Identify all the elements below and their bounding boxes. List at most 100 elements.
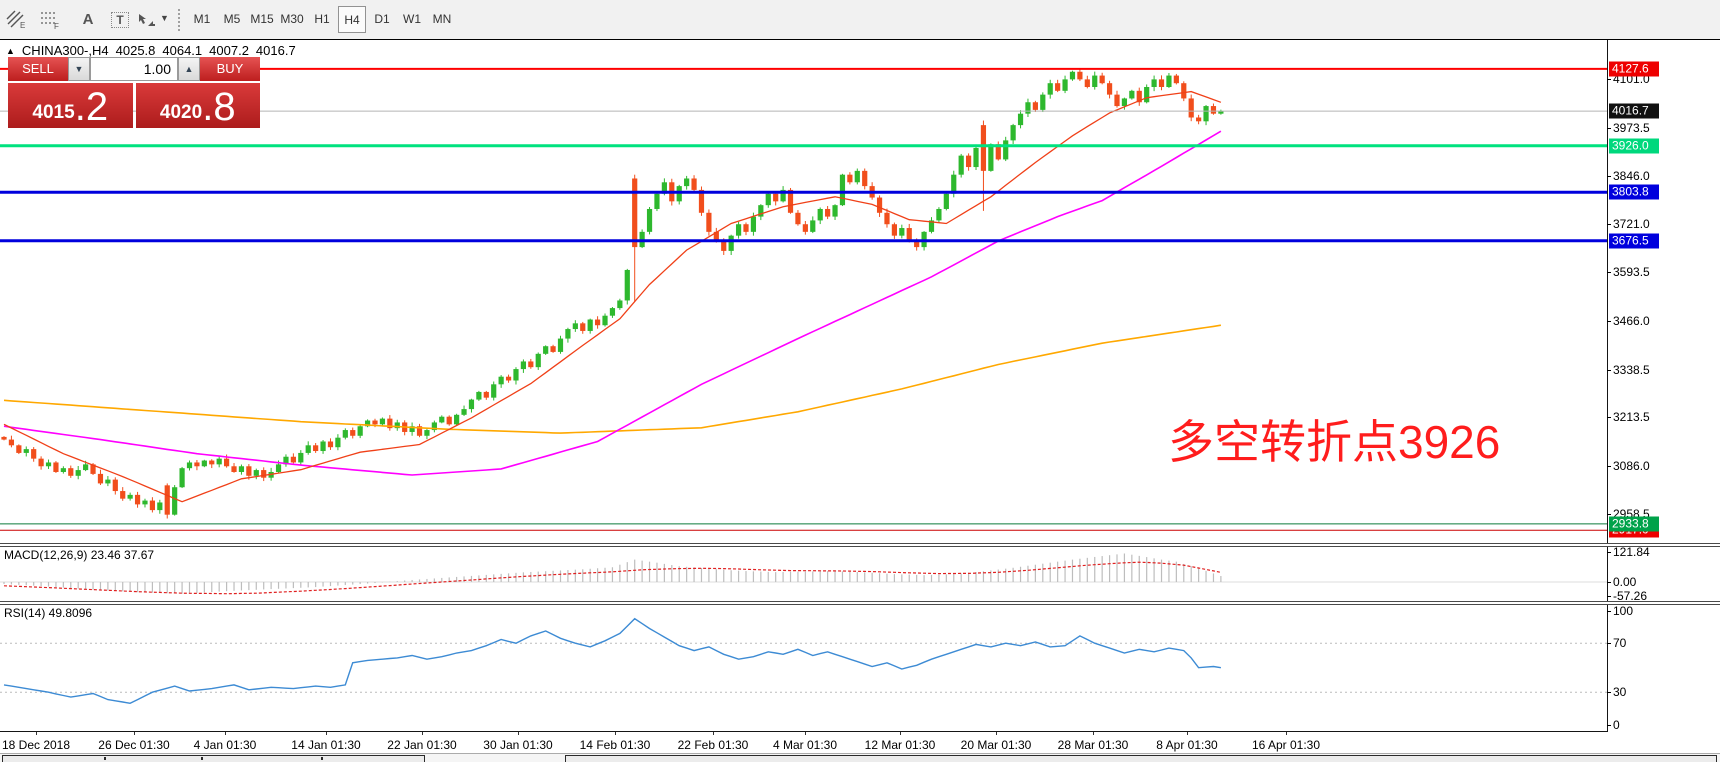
price-badge: 4127.6 xyxy=(1609,61,1659,77)
timeframe-button-m15[interactable]: M15 xyxy=(250,12,274,26)
candle xyxy=(1062,75,1068,94)
candle xyxy=(60,466,66,474)
text-box-icon[interactable]: T xyxy=(106,6,134,33)
candle xyxy=(283,454,289,467)
candle xyxy=(97,469,104,486)
buy-price-panel[interactable]: 4020.8 xyxy=(135,83,260,128)
candle xyxy=(142,498,148,508)
candle xyxy=(817,207,823,225)
candle xyxy=(364,419,371,428)
macd-label: MACD(12,26,9) 23.46 37.67 xyxy=(4,548,155,562)
symbol-collapse-icon[interactable]: ▲ xyxy=(6,45,15,56)
candle xyxy=(216,456,222,468)
toolbar-drag-handle[interactable] xyxy=(178,9,183,31)
bottom-tab-group[interactable] xyxy=(565,755,1717,762)
candle xyxy=(943,192,949,211)
candle xyxy=(1003,136,1009,162)
sell-price-main: 4015 xyxy=(32,102,75,123)
time-tick-label: 22 Jan 01:30 xyxy=(387,738,457,752)
volume-increase-button[interactable]: ▲ xyxy=(178,57,200,81)
candle xyxy=(1017,110,1024,129)
candle xyxy=(53,461,59,473)
candle xyxy=(164,483,170,519)
time-tick-label: 28 Mar 01:30 xyxy=(1057,738,1129,752)
text-label-icon[interactable]: A xyxy=(82,11,94,28)
candle xyxy=(899,224,905,239)
rsi-tick-label: 0 xyxy=(1613,718,1620,732)
toolbar: E F A T ▼ M1 M5 M15 M30 H1 H4 D1 W1 MN xyxy=(0,0,1720,40)
timeframe-button-m1[interactable]: M1 xyxy=(193,12,211,26)
candle xyxy=(1181,81,1187,102)
candle xyxy=(1106,80,1113,99)
macd-pane[interactable] xyxy=(0,547,1607,601)
equidistant-channel-icon[interactable]: E xyxy=(6,6,34,33)
candle xyxy=(528,358,534,369)
timeframe-button-w1[interactable]: W1 xyxy=(403,12,421,26)
time-tick-label: 16 Apr 01:30 xyxy=(1251,738,1321,752)
pane-splitter[interactable] xyxy=(0,543,1720,547)
candle xyxy=(1099,72,1105,85)
rsi-pane[interactable] xyxy=(0,605,1607,731)
candle xyxy=(409,422,415,436)
price-chart-pane[interactable] xyxy=(0,40,1607,543)
candle xyxy=(980,120,987,211)
candle xyxy=(966,153,972,171)
symbol-name: CHINA300-,H4 xyxy=(21,43,109,58)
fibonacci-icon[interactable]: F xyxy=(40,6,68,33)
candle xyxy=(231,463,237,473)
mid-ma-line xyxy=(3,130,1222,476)
macd-tick-label: -57.26 xyxy=(1613,589,1648,603)
candle xyxy=(1196,114,1202,125)
candle xyxy=(483,390,489,400)
arrow-tools-icon[interactable] xyxy=(136,6,164,33)
candle xyxy=(157,499,163,514)
bottom-tab-group[interactable] xyxy=(2,755,425,762)
rsi-label: RSI(14) 49.8096 xyxy=(4,606,93,620)
macd-tick-label: 121.84 xyxy=(1613,545,1650,559)
time-tick-label: 4 Mar 01:30 xyxy=(772,738,838,752)
candle xyxy=(172,485,178,516)
timeframe-button-mn[interactable]: MN xyxy=(432,12,452,26)
candle xyxy=(513,367,519,385)
volume-decrease-button[interactable]: ▼ xyxy=(68,57,90,81)
candle xyxy=(505,374,512,383)
candle xyxy=(639,229,645,249)
time-tick-label: 18 Dec 2018 xyxy=(1,738,71,752)
timeframe-button-h1[interactable]: H1 xyxy=(314,12,330,26)
candle xyxy=(75,465,81,480)
time-tick-label: 14 Jan 01:30 xyxy=(291,738,361,752)
chevron-down-icon[interactable]: ▼ xyxy=(160,13,169,23)
timeframe-button-m5[interactable]: M5 xyxy=(223,12,241,26)
pane-splitter[interactable] xyxy=(0,601,1720,605)
candle xyxy=(1188,94,1194,122)
price-tick-label: 3213.5 xyxy=(1613,410,1650,425)
sell-price-panel[interactable]: 4015.2 xyxy=(8,83,133,128)
candle xyxy=(1158,75,1165,91)
price-tick-label: 3846.0 xyxy=(1613,169,1650,184)
sell-button[interactable]: SELL xyxy=(8,57,68,81)
time-tick-label: 30 Jan 01:30 xyxy=(483,738,553,752)
candle xyxy=(810,216,816,234)
candle xyxy=(127,492,133,501)
candle xyxy=(335,434,341,451)
slow-ma-line xyxy=(3,324,1222,434)
candle xyxy=(186,460,193,471)
ohlc-open: 4025.8 xyxy=(115,43,156,58)
buy-button[interactable]: BUY xyxy=(200,57,260,81)
time-tick-label: 4 Jan 01:30 xyxy=(193,738,257,752)
candle xyxy=(1210,103,1217,115)
price-badge: 3676.5 xyxy=(1609,233,1659,249)
candle xyxy=(1055,79,1061,93)
timeframe-button-d1[interactable]: D1 xyxy=(374,12,390,26)
candle xyxy=(379,417,386,427)
time-tick-label: 14 Feb 01:30 xyxy=(579,738,651,752)
price-badge: 3926.0 xyxy=(1609,138,1659,154)
candle xyxy=(891,222,897,239)
volume-input[interactable] xyxy=(90,57,178,81)
buy-price-big-digit: .8 xyxy=(202,85,236,128)
timeframe-button-m30[interactable]: M30 xyxy=(280,12,304,26)
candle xyxy=(68,465,74,478)
candle xyxy=(958,153,964,178)
candle xyxy=(1040,92,1046,113)
timeframe-button-h4[interactable]: H4 xyxy=(338,6,366,33)
